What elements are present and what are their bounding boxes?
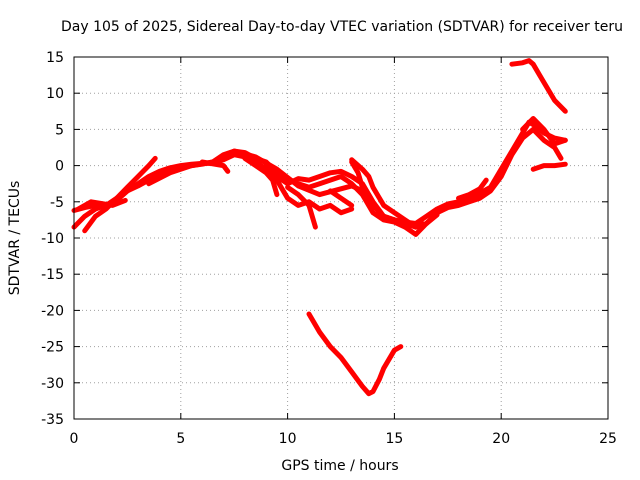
series-line-trace-3 [82, 155, 158, 234]
series-line-trace-8 [263, 163, 355, 216]
y-tick-label: 5 [55, 122, 64, 138]
x-tick-label: 25 [599, 431, 617, 447]
x-axis-label: GPS time / hours [281, 458, 398, 474]
y-axis-label: SDTVAR / TECUs [7, 181, 23, 296]
y-tick-label: -25 [41, 340, 64, 356]
y-tick-label: 0 [55, 159, 64, 175]
series-line-trace-7 [242, 155, 280, 198]
data-series [71, 58, 568, 397]
chart-title: Day 105 of 2025, Sidereal Day-to-day VTE… [61, 19, 623, 35]
grid-lines [74, 57, 608, 419]
series-line-trace-15 [520, 116, 568, 147]
series-line-trace-16 [530, 161, 568, 172]
series-line-trace-5 [146, 148, 365, 198]
series-line-trace-14 [509, 58, 568, 114]
x-tick-label: 0 [70, 431, 79, 447]
y-tick-label: -30 [41, 376, 64, 392]
y-tick-label: 15 [46, 50, 64, 66]
series-line-trace-10 [327, 188, 355, 208]
x-tick-label: 5 [176, 431, 185, 447]
y-tick-label: 10 [46, 86, 64, 102]
y-tick-label: -35 [41, 412, 64, 428]
y-tick-label: -5 [50, 195, 64, 211]
x-tick-label: 20 [492, 431, 510, 447]
axis-ticks: 0 5 10 15 20 25 15 10 5 0 -5 -10 -15 -20 -25 -30 -35 [41, 50, 617, 447]
series-line-trace-4 [75, 197, 128, 212]
series-line-trace-13 [456, 177, 489, 201]
series-line-trace-12 [349, 157, 440, 230]
x-tick-label: 10 [279, 431, 297, 447]
series-line-trace-1 [71, 119, 568, 226]
series-line-trace-9 [285, 184, 318, 230]
y-tick-label: -10 [41, 231, 64, 247]
y-tick-label: -20 [41, 303, 64, 319]
series-line-trace-17 [306, 311, 404, 397]
y-tick-label: -15 [41, 267, 64, 283]
x-tick-label: 15 [385, 431, 403, 447]
series-line-trace-6 [199, 159, 231, 174]
